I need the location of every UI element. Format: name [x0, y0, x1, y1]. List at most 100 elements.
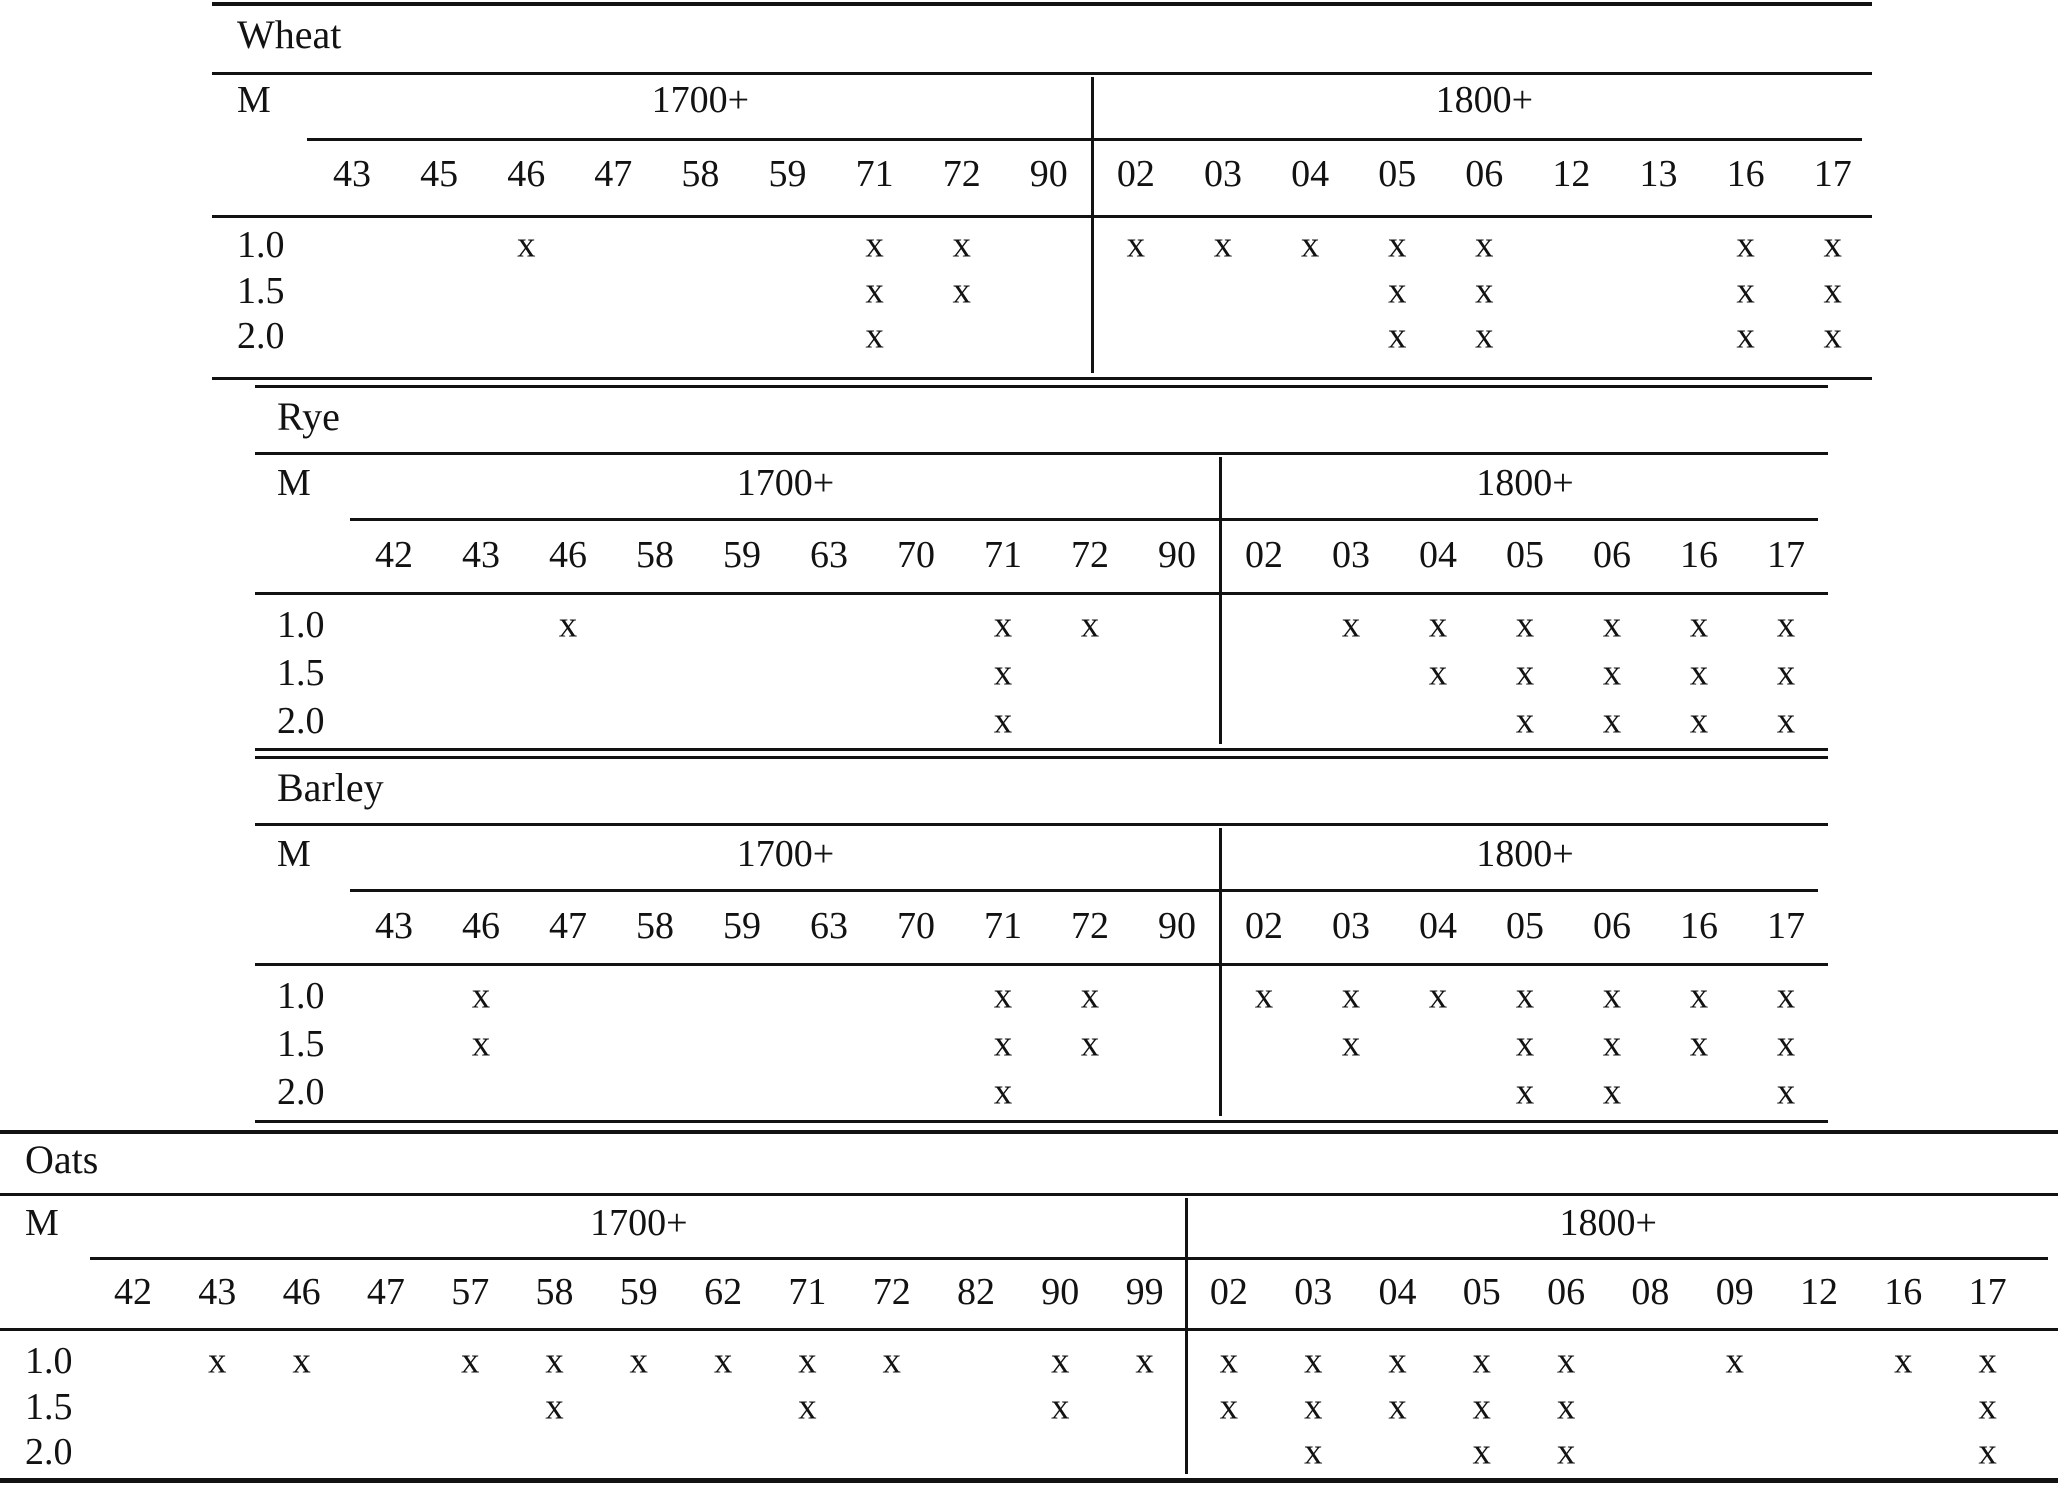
year-column-header: 06	[1593, 905, 1631, 947]
year-column-header: 70	[897, 905, 935, 947]
presence-mark: x	[1051, 1340, 1070, 1382]
year-column-header: 05	[1462, 1271, 1501, 1313]
presence-mark: x	[1135, 1340, 1154, 1382]
presence-mark: x	[993, 700, 1013, 742]
table-top-rule	[212, 2, 1872, 6]
year-column-header: 16	[1680, 534, 1718, 576]
presence-mark: x	[1515, 1023, 1535, 1065]
period-1700-label: 1700+	[590, 1202, 688, 1244]
year-column-header: 17	[1968, 1271, 2007, 1313]
year-column-header: 04	[1291, 153, 1330, 195]
presence-mark: x	[1978, 1386, 1997, 1428]
year-column-header: 13	[1639, 153, 1678, 195]
presence-mark: x	[545, 1340, 564, 1382]
year-column-header: 02	[1245, 534, 1283, 576]
year-column-header: 17	[1767, 905, 1805, 947]
year-column-header: 59	[768, 153, 807, 195]
year-column-header: 16	[1726, 153, 1765, 195]
presence-mark: x	[1689, 652, 1709, 694]
presence-mark: x	[1823, 315, 1842, 357]
presence-mark: x	[1475, 224, 1494, 266]
m-value-label: 1.5	[277, 652, 325, 694]
m-value-label: 2.0	[237, 315, 285, 357]
presence-mark: x	[1823, 270, 1842, 312]
presence-mark: x	[1254, 975, 1274, 1017]
presence-mark: x	[1776, 652, 1796, 694]
year-column-header: 57	[451, 1271, 490, 1313]
year-column-header: 04	[1378, 1271, 1417, 1313]
table-title: Wheat	[237, 12, 342, 57]
presence-mark: x	[1428, 604, 1448, 646]
year-column-header: 42	[375, 534, 413, 576]
period-1800-label: 1800+	[1435, 79, 1534, 121]
year-column-header: 43	[198, 1271, 237, 1313]
period-separator-line	[1219, 457, 1222, 518]
year-column-header: 59	[723, 905, 761, 947]
m-value-label: 1.0	[25, 1340, 73, 1382]
year-column-header: 58	[636, 534, 674, 576]
year-header-top-rule	[307, 138, 1862, 141]
year-column-header: 05	[1506, 534, 1544, 576]
year-column-header: 72	[872, 1271, 911, 1313]
presence-mark: x	[882, 1340, 901, 1382]
year-header-top-rule	[349, 889, 1818, 892]
year-column-header: 46	[462, 905, 500, 947]
presence-mark: x	[1556, 1386, 1576, 1428]
header-bottom-rule	[255, 963, 1828, 966]
m-value-label: 2.0	[277, 700, 325, 742]
period-separator-line	[1219, 828, 1222, 889]
m-header-label: M	[25, 1202, 59, 1244]
presence-mark: x	[1051, 1386, 1070, 1428]
presence-mark: x	[1602, 604, 1622, 646]
presence-mark: x	[1472, 1340, 1492, 1382]
year-column-header: 03	[1332, 905, 1370, 947]
year-column-header: 06	[1593, 534, 1631, 576]
title-bottom-rule	[255, 823, 1828, 826]
presence-mark: x	[1080, 975, 1100, 1017]
presence-mark: x	[1219, 1340, 1239, 1382]
presence-mark: x	[1387, 270, 1407, 312]
presence-mark: x	[798, 1340, 817, 1382]
presence-mark: x	[1303, 1431, 1323, 1473]
year-column-header: 12	[1800, 1271, 1838, 1313]
year-column-header: 02	[1209, 1271, 1248, 1313]
presence-mark: x	[1776, 604, 1796, 646]
m-value-label: 1.0	[277, 975, 325, 1017]
m-value-label: 2.0	[277, 1071, 325, 1113]
year-column-header: 02	[1116, 153, 1155, 195]
presence-mark: x	[1428, 652, 1448, 694]
presence-mark: x	[1978, 1340, 1997, 1382]
year-column-header: 46	[507, 153, 546, 195]
year-column-header: 09	[1715, 1271, 1754, 1313]
year-column-header: 58	[681, 153, 720, 195]
presence-mark: x	[1388, 1386, 1407, 1428]
period-separator-line	[1185, 1198, 1189, 1257]
presence-mark: x	[1303, 1386, 1323, 1428]
presence-mark: x	[1556, 1431, 1576, 1473]
year-column-header: 70	[897, 534, 935, 576]
table-title: Oats	[25, 1137, 99, 1182]
presence-mark: x	[1126, 224, 1146, 266]
year-column-header: 62	[704, 1271, 743, 1313]
presence-mark: x	[1776, 975, 1796, 1017]
year-column-header: 90	[1158, 905, 1196, 947]
year-column-header: 63	[810, 534, 848, 576]
year-column-header: 42	[114, 1271, 152, 1313]
presence-mark: x	[1219, 1386, 1239, 1428]
period-separator-line	[1090, 77, 1094, 138]
m-value-label: 1.5	[237, 270, 285, 312]
year-column-header: 59	[723, 534, 761, 576]
presence-mark: x	[1472, 1431, 1492, 1473]
presence-mark: x	[1387, 224, 1407, 266]
year-column-header: 03	[1332, 534, 1370, 576]
year-column-header: 59	[619, 1271, 658, 1313]
year-column-header: 46	[282, 1271, 321, 1313]
presence-mark: x	[1515, 975, 1535, 1017]
year-column-header: 46	[549, 534, 587, 576]
m-value-label: 1.0	[237, 224, 285, 266]
presence-mark: x	[1303, 1340, 1323, 1382]
table-title: Rye	[277, 394, 340, 439]
presence-mark: x	[471, 975, 491, 1017]
year-column-header: 45	[420, 153, 459, 195]
